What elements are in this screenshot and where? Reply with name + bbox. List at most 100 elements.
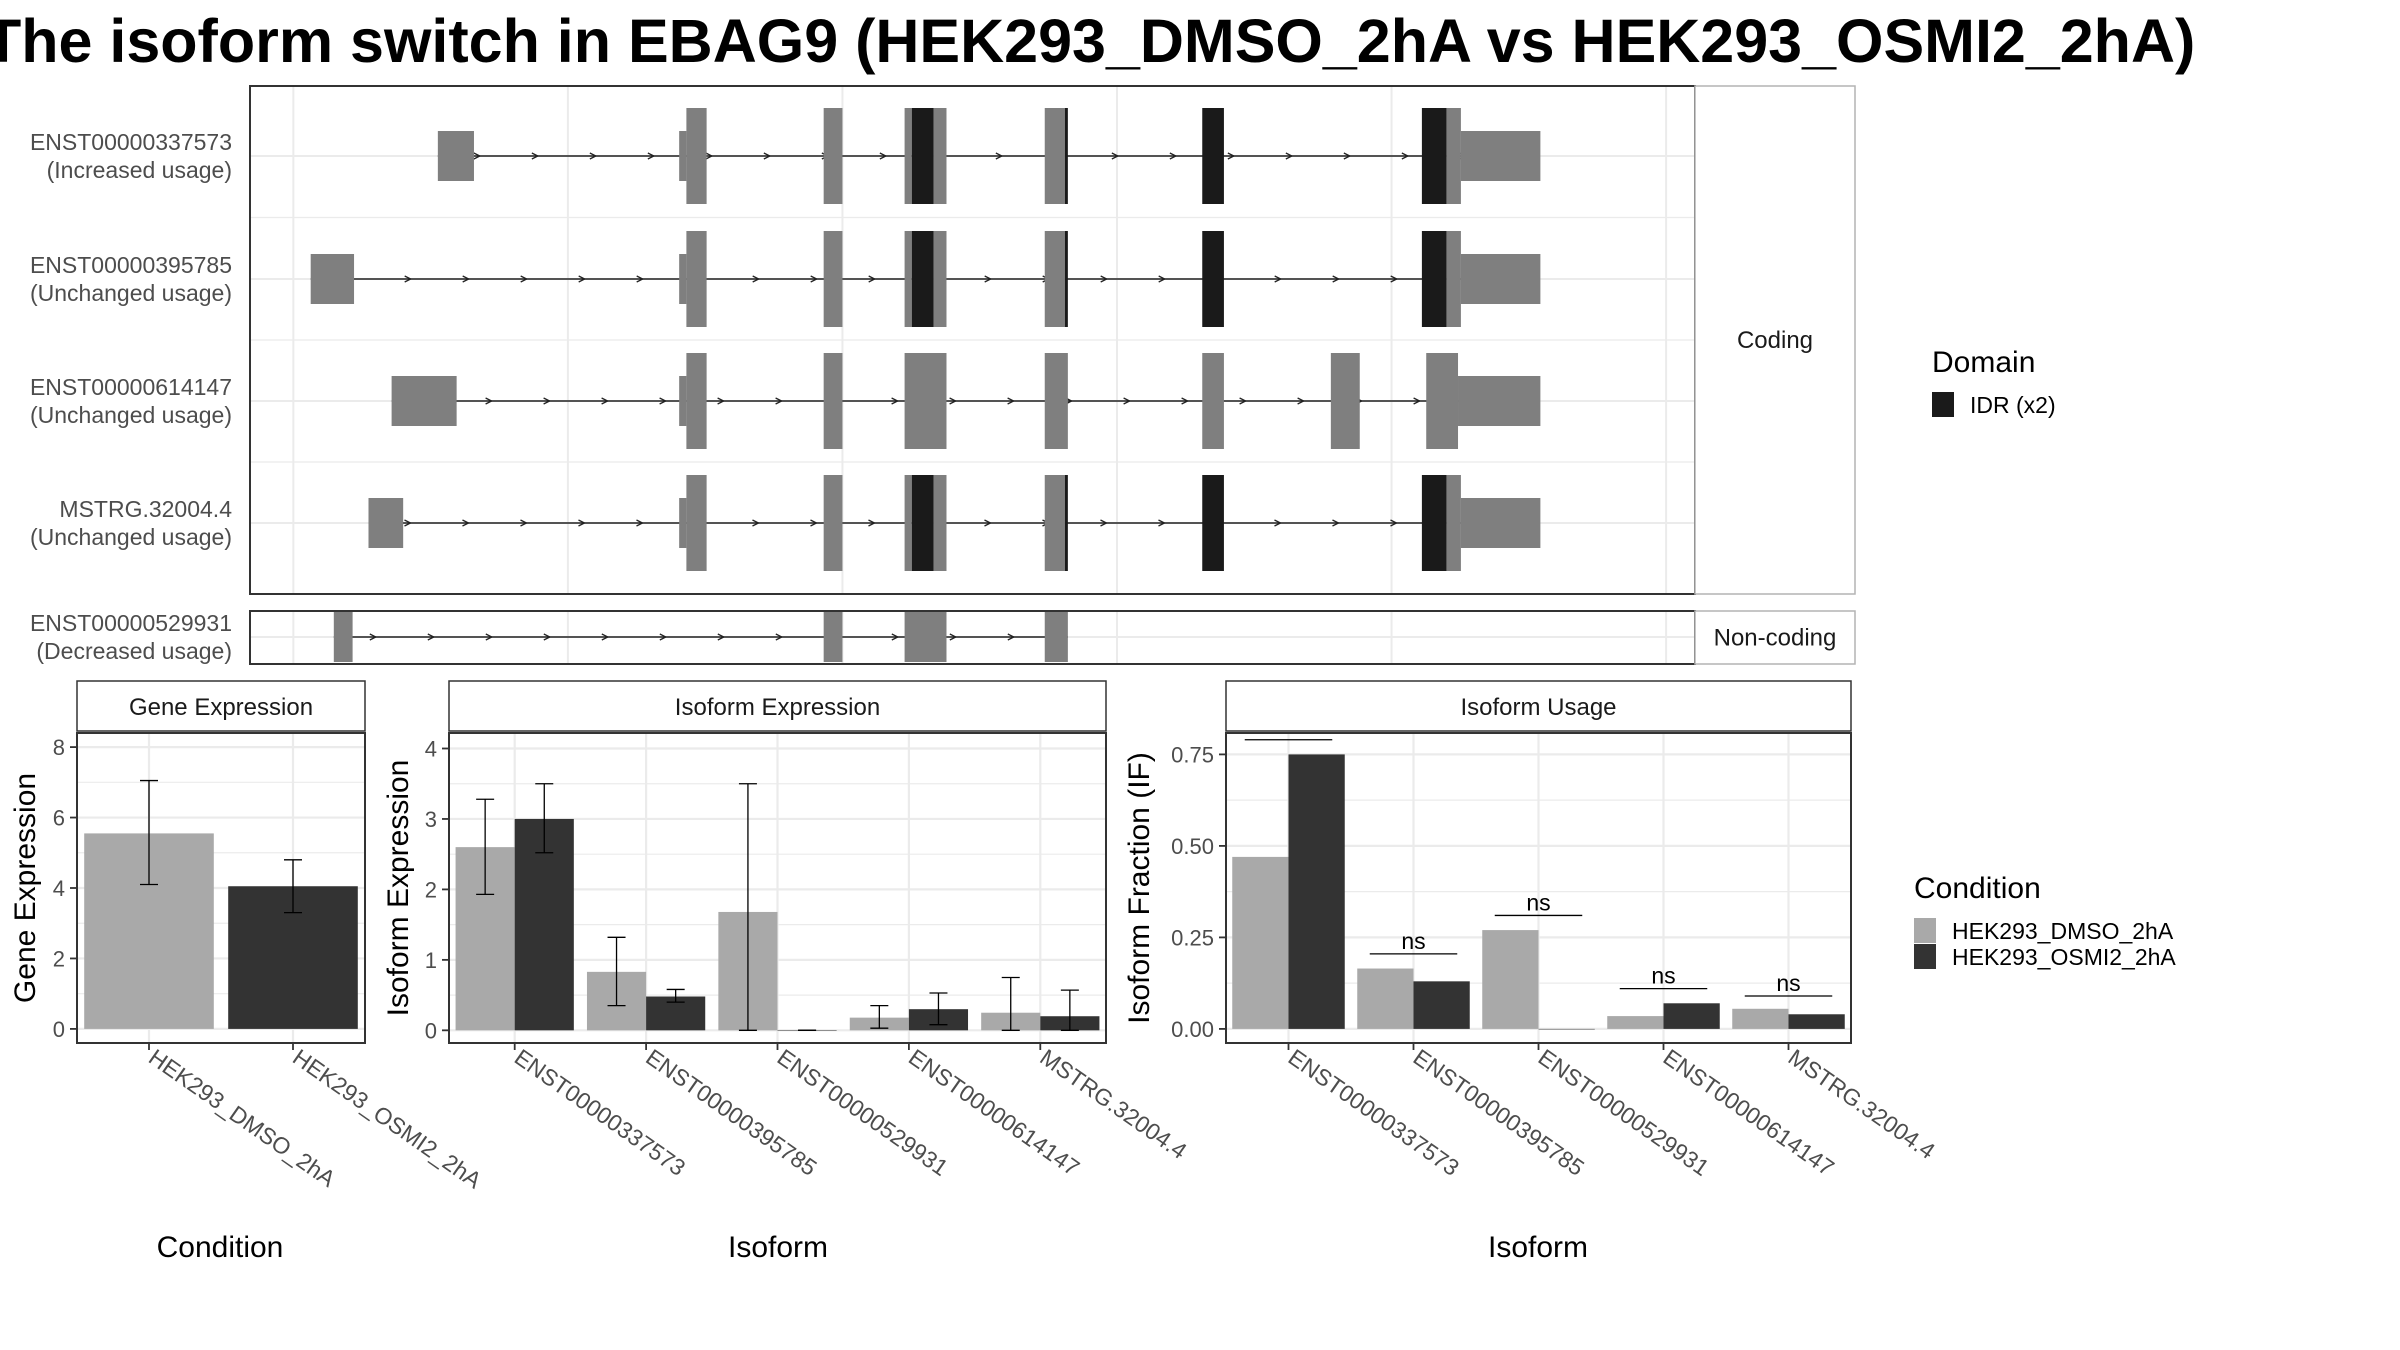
exon-cds (1044, 231, 1065, 327)
transcript-usage-label: (Decreased usage) (36, 638, 232, 664)
intron-arrow (659, 633, 668, 641)
y-axis-title: Isoform Fraction (IF) (1123, 752, 1156, 1024)
transcript-ENST00000614147: ENST00000614147(Unchanged usage) (30, 353, 1541, 449)
bar-HEK293_DMSO_2hA-ENST00000614147 (1607, 1016, 1664, 1029)
intron-arrow (1111, 152, 1120, 160)
exon-cds (904, 108, 912, 204)
transcript-usage-label: (Increased usage) (47, 157, 232, 183)
intron-arrow (404, 275, 413, 283)
strip-label: Non-coding (1714, 625, 1837, 652)
exon-cds (823, 231, 843, 327)
exon-cds (686, 353, 707, 449)
intron-arrow (1401, 152, 1410, 160)
transcript-MSTRG.32004.4: MSTRG.32004.4(Unchanged usage) (30, 475, 1541, 571)
bar-HEK293_OSMI2_2hA-ENST00000337573 (514, 818, 574, 1031)
exon-cds (823, 475, 843, 571)
y-tick-label: 0 (425, 1018, 437, 1043)
exon-utr (310, 254, 355, 304)
y-tick-label: 4 (53, 876, 65, 901)
exon-utr (391, 376, 457, 426)
exon-cds (933, 475, 947, 571)
intron-arrow (868, 519, 876, 527)
intron-arrow (462, 275, 471, 283)
domain-legend-key (1932, 392, 1954, 417)
y-tick-label: 0.25 (1171, 925, 1214, 950)
exon-idr (1202, 475, 1224, 571)
exon-nc (1044, 612, 1068, 662)
intron-arrow (659, 397, 668, 405)
exon-idr (911, 231, 934, 327)
exon-utr (1460, 131, 1541, 181)
intron-arrow (891, 397, 900, 405)
significance-label: ns (1526, 889, 1550, 915)
exon-utr (1458, 376, 1541, 426)
chart-isoform-expression: 01234ENST00000337573ENST00000395785ENST0… (382, 680, 1192, 1264)
exon-nc (333, 612, 353, 662)
transcript-id-label: ENST00000395785 (30, 252, 232, 278)
transcript-usage-label: (Unchanged usage) (30, 524, 232, 550)
exon-idr (1202, 231, 1224, 327)
plot-border (448, 732, 1107, 1044)
intron-arrow (636, 519, 644, 527)
domain-legend-title: Domain (1932, 346, 2035, 379)
bar-HEK293_OSMI2_2hA-ENST00000614147 (1663, 1003, 1720, 1029)
transcript-id-label: ENST00000337573 (30, 129, 232, 155)
intron-arrow (578, 275, 587, 283)
exon-cds (686, 231, 707, 327)
panel-strip (448, 680, 1107, 732)
bar-HEK293_OSMI2_2hA-ENST00000529931 (1538, 1028, 1595, 1030)
intron-arrow (763, 152, 772, 160)
intron-arrow (485, 633, 494, 641)
x-axis-title: Isoform (1488, 1231, 1588, 1264)
intron-arrow (543, 397, 552, 405)
intron-arrow (775, 397, 784, 405)
panel-strip-title: Isoform Usage (1460, 694, 1616, 721)
transcript-id-label: ENST00000529931 (30, 610, 232, 636)
exon-utr (368, 498, 404, 548)
intron-arrow (578, 519, 586, 527)
intron-arrow (775, 633, 784, 641)
y-tick-label: 2 (53, 946, 65, 971)
condition-legend-label: HEK293_OSMI2_2hA (1952, 944, 2176, 970)
intron-arrow (369, 633, 378, 641)
exon-idr (1421, 475, 1447, 571)
exon-idr (911, 108, 934, 204)
bar-HEK293_OSMI2_2hA-MSTRG.32004.4 (1788, 1014, 1845, 1029)
intron-arrow (1274, 275, 1283, 283)
intron-arrow (473, 152, 482, 160)
intron-arrow (879, 152, 888, 160)
y-axis-title: Isoform Expression (382, 760, 415, 1017)
y-tick-label: 0.50 (1171, 834, 1214, 859)
exon-cds (823, 353, 843, 449)
condition-legend-label: HEK293_DMSO_2hA (1952, 918, 2174, 944)
domain-legend-label: IDR (x2) (1970, 392, 2056, 418)
intron-arrow (636, 275, 645, 283)
y-axis-title: Gene Expression (9, 773, 42, 1003)
exon-cds (904, 475, 912, 571)
intron-arrow (984, 519, 992, 527)
intron-arrow (752, 275, 761, 283)
exon-cds (686, 108, 707, 204)
exon-cds (1044, 475, 1065, 571)
plot-border (1225, 732, 1852, 1044)
intron-arrow (1390, 275, 1399, 283)
bar-HEK293_OSMI2_2hA-ENST00000395785 (1413, 981, 1470, 1029)
x-axis-title: Condition (157, 1231, 284, 1264)
intron-arrow (1413, 397, 1422, 405)
transcript-usage-label: (Unchanged usage) (30, 280, 232, 306)
intron-arrow (717, 397, 726, 405)
figure-title-region: The isoform switch in EBAG9 (HEK293_DMSO… (0, 0, 2400, 84)
bar-HEK293_DMSO_2hA-ENST00000529931 (1482, 930, 1539, 1029)
intron-arrow (810, 519, 818, 527)
exon-cds (1202, 353, 1224, 449)
intron-arrow (1390, 519, 1398, 527)
transcript-ENST00000337573: ENST00000337573(Increased usage) (30, 108, 1541, 204)
transcript-id-label: MSTRG.32004.4 (59, 496, 232, 522)
intron-arrow (1297, 397, 1306, 405)
intron-arrow (601, 397, 610, 405)
bar-HEK293_DMSO_2hA-ENST00000337573 (1232, 856, 1289, 1029)
condition-legend-title: Condition (1914, 872, 2041, 905)
panel-strip-title: Gene Expression (129, 694, 313, 721)
intron-arrow (1100, 275, 1109, 283)
